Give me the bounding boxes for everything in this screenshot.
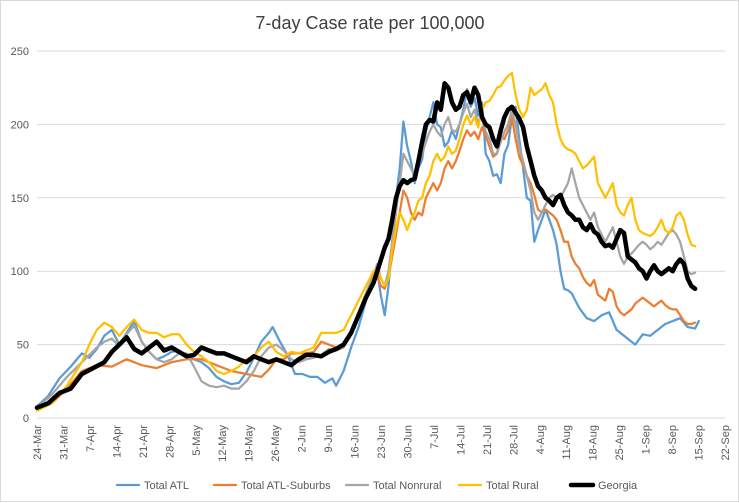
- x-tick-label: 24-Mar: [32, 425, 44, 460]
- x-tick-label: 7-Jul: [429, 425, 441, 449]
- x-tick-label: 16-Jun: [350, 425, 362, 459]
- x-tick-label: 19-May: [244, 425, 256, 462]
- y-tick-label: 150: [11, 193, 29, 205]
- x-tick-label: 21-Jul: [482, 425, 494, 455]
- x-tick-label: 22-Sep: [720, 425, 732, 460]
- x-tick-label: 14-Jul: [455, 425, 467, 455]
- y-tick-label: 250: [11, 46, 29, 58]
- x-tick-label: 31-Mar: [58, 425, 70, 460]
- x-tick-label: 4-Aug: [535, 425, 547, 454]
- x-tick-label: 21-Apr: [138, 425, 150, 458]
- x-tick-label: 18-Aug: [588, 425, 600, 460]
- y-axis-ticks: 0 50 100 150 200 250: [11, 46, 29, 425]
- x-axis-ticks: 24-Mar 31-Mar 7-Apr 14-Apr 21-Apr 28-Apr 5-May…: [32, 425, 732, 462]
- y-tick-label: 100: [11, 266, 29, 278]
- chart-title: 7-day Case rate per 100,000: [255, 13, 484, 33]
- legend-label: Total ATL-Suburbs: [241, 480, 331, 492]
- series-line-georgia: [34, 81, 698, 410]
- x-tick-label: 5-May: [191, 425, 203, 456]
- x-tick-label: 14-Apr: [111, 425, 123, 458]
- series-line-total-atl: [35, 88, 700, 408]
- legend: Total ATL Total ATL-Suburbs Total Nonrural…: [115, 480, 638, 492]
- legend-label: Georgia: [598, 480, 638, 492]
- x-tick-label: 2-Jun: [297, 425, 309, 453]
- x-tick-label: 26-May: [270, 425, 282, 462]
- x-tick-label: 28-Apr: [164, 425, 176, 458]
- legend-label: Total Nonrural: [373, 480, 441, 492]
- series-lines: [34, 71, 700, 412]
- x-tick-label: 8-Sep: [667, 425, 679, 454]
- x-tick-label: 11-Aug: [561, 425, 573, 460]
- series-line-total-rural: [35, 71, 697, 412]
- x-tick-label: 12-May: [217, 425, 229, 462]
- x-tick-label: 7-Apr: [85, 425, 97, 452]
- y-tick-label: 0: [23, 413, 29, 425]
- x-tick-label: 1-Sep: [641, 425, 653, 454]
- series-line-total-atl-suburbs: [35, 115, 697, 411]
- legend-label: Total ATL: [144, 480, 189, 492]
- x-tick-label: 28-Jul: [508, 425, 520, 455]
- x-tick-label: 25-Aug: [614, 425, 626, 460]
- x-tick-label: 23-Jun: [376, 425, 388, 459]
- y-tick-label: 200: [11, 119, 29, 131]
- x-tick-label: 15-Sep: [694, 425, 706, 460]
- y-tick-label: 50: [17, 340, 29, 352]
- x-tick-label: 30-Jun: [402, 425, 414, 459]
- x-tick-label: 9-Jun: [323, 425, 335, 453]
- gridlines: [37, 50, 725, 419]
- legend-label: Total Rural: [486, 480, 539, 492]
